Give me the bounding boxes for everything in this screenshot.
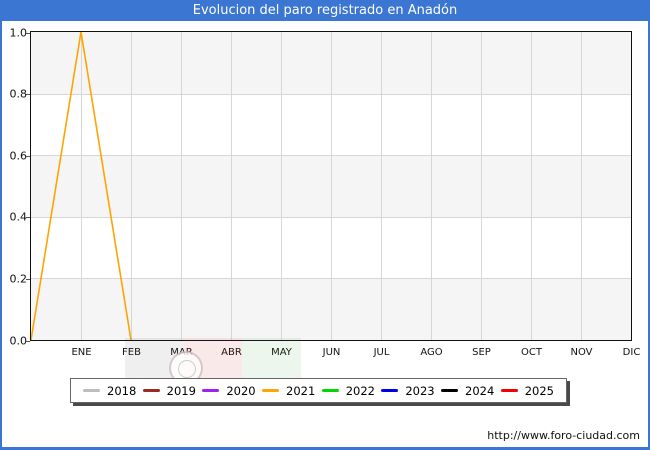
y-tick-label: 0.0 (9, 334, 28, 347)
legend-item-2018: 2018 (83, 384, 136, 398)
y-tick-mark (26, 94, 30, 96)
gridline-vertical (431, 32, 432, 340)
legend-label: 2023 (405, 383, 435, 398)
flag-stripe-green (242, 338, 301, 380)
legend-item-2022: 2022 (321, 383, 375, 398)
legend-item-2020: 2020 (202, 383, 256, 398)
legend-swatch-icon (321, 389, 339, 392)
gridline-vertical (581, 32, 582, 340)
y-tick-mark (26, 278, 30, 280)
flag-emblem-icon (169, 351, 203, 380)
legend-item-2023: 2023 (381, 383, 435, 398)
gridline-vertical (481, 32, 482, 340)
legend-label: 2025 (524, 383, 554, 398)
x-tick-label-jul: JUL (373, 347, 390, 358)
y-tick-mark (26, 155, 30, 157)
x-tick-label-nov: NOV (570, 347, 593, 358)
legend-label: 2024 (465, 383, 495, 398)
legend-swatch-icon (500, 389, 518, 392)
gridline-vertical (531, 32, 532, 340)
gridline-vertical (331, 32, 332, 340)
y-tick-label: 0.2 (9, 272, 28, 286)
flag-emblem-ring (178, 360, 196, 378)
y-tick-label: 1.0 (9, 26, 28, 39)
legend-swatch-icon (381, 389, 399, 392)
legend-label: 2022 (345, 383, 375, 398)
footer-url: http://www.foro-ciudad.com (487, 429, 640, 442)
chart-title: Evolucion del paro registrado en Anadón (192, 3, 458, 18)
legend-item-2024: 2024 (441, 384, 494, 398)
legend-item-2021: 2021 (262, 384, 315, 398)
y-tick-label: 0.6 (9, 149, 28, 163)
y-tick-mark (26, 217, 30, 219)
legend-swatch-icon (202, 389, 220, 392)
legend-swatch-icon (262, 389, 280, 392)
legend-item-2025: 2025 (500, 383, 554, 398)
x-tick-label-sep: SEP (472, 347, 491, 358)
series-line-2021 (31, 32, 132, 340)
gridline-vertical (181, 32, 182, 340)
legend-swatch-icon (441, 389, 459, 392)
gridline-vertical (81, 32, 82, 340)
y-tick-mark (26, 340, 30, 342)
chart-canvas: 0.00.20.40.60.81.0 ENEFEBMARABRMAYJUNJUL… (2, 21, 648, 447)
y-tick-label: 0.4 (9, 210, 28, 224)
x-tick-label-ago: AGO (420, 347, 443, 358)
legend-swatch-icon (83, 389, 100, 392)
x-tick-label-jun: JUN (322, 347, 341, 358)
legend-label: 2020 (226, 383, 256, 398)
y-tick-label: 0.8 (9, 87, 28, 101)
legend: 2018 2019 2020 2021 2022 2023 2024 2025 (70, 378, 567, 403)
legend-label: 2021 (286, 383, 316, 398)
gridline-vertical (281, 32, 282, 340)
gridline-vertical (381, 32, 382, 340)
gridline-vertical (131, 32, 132, 340)
y-tick-mark (26, 32, 30, 34)
x-tick-label-abr: ABR (221, 347, 242, 358)
x-tick-label-ene: ENE (71, 347, 92, 358)
x-tick-label-oct: OCT (521, 347, 542, 358)
legend-item-2019: 2019 (142, 383, 196, 398)
x-tick-label-may: MAY (271, 347, 292, 358)
legend-label: 2018 (107, 383, 137, 398)
legend-swatch-icon (142, 389, 160, 392)
gridline-vertical (231, 32, 232, 340)
series-lines (31, 32, 132, 340)
x-tick-label-feb: FEB (122, 347, 141, 358)
x-tick-label-dic: DIC (622, 347, 641, 358)
legend-label: 2019 (166, 383, 196, 398)
plot-area (30, 31, 632, 341)
flag-watermark (125, 338, 301, 380)
